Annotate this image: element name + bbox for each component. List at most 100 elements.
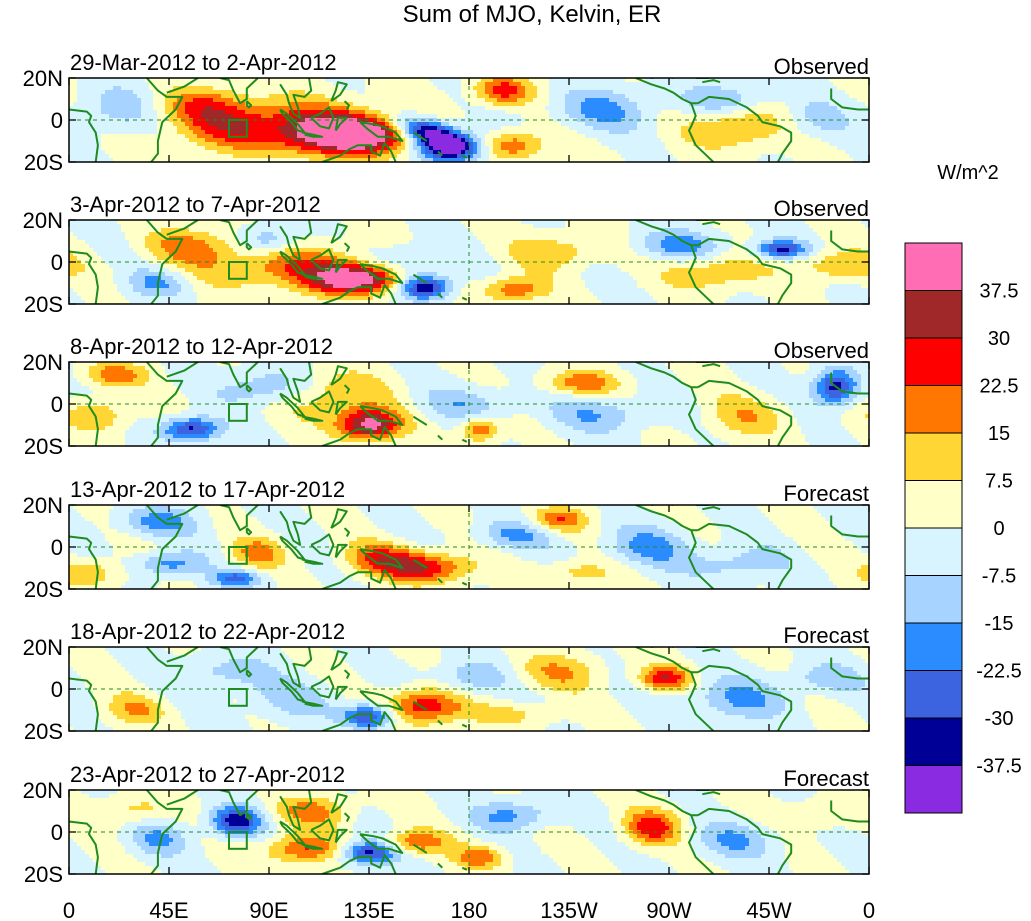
field-cell (161, 264, 178, 269)
field-cell (501, 288, 534, 293)
field-cell (149, 687, 258, 692)
field-cell (601, 798, 670, 803)
field-cell (217, 810, 230, 815)
field-cell (849, 122, 869, 127)
field-cell (669, 366, 730, 371)
field-cell (217, 565, 242, 570)
field-cell (545, 362, 618, 367)
field-cell (213, 806, 226, 811)
field-cell (401, 858, 426, 863)
field-cell (725, 711, 782, 716)
field-cell (449, 292, 462, 297)
field-cell (501, 533, 534, 538)
field-cell (229, 422, 270, 427)
field-cell (729, 248, 746, 253)
field-cell (357, 256, 378, 261)
field-cell (813, 505, 869, 510)
field-cell (177, 292, 198, 297)
field-cell (545, 826, 574, 831)
field-cell (517, 675, 534, 680)
field-cell (593, 790, 658, 795)
field-cell (213, 106, 238, 111)
field-cell (445, 537, 474, 542)
field-cell (521, 82, 534, 87)
field-cell (409, 394, 430, 399)
field-cell (833, 82, 869, 87)
field-cell (317, 577, 354, 582)
field-cell (797, 248, 806, 253)
field-cell (429, 667, 458, 672)
field-cell (377, 142, 386, 147)
field-cell (661, 244, 702, 249)
coastline (437, 292, 443, 299)
field-cell (377, 715, 386, 720)
field-cell (141, 529, 198, 534)
coastline (69, 535, 99, 589)
field-cell (553, 284, 586, 289)
field-cell (689, 434, 714, 439)
field-cell (377, 525, 434, 530)
coastline (359, 548, 404, 569)
anomaly-field (69, 78, 869, 162)
field-cell (393, 268, 406, 273)
field-cell (529, 671, 546, 676)
field-cell (785, 842, 822, 847)
field-cell (489, 150, 494, 155)
field-cell (497, 842, 538, 847)
field-cell (317, 276, 374, 281)
field-cell (201, 110, 226, 115)
field-cell (245, 806, 258, 811)
field-cell (297, 122, 374, 127)
field-cell (341, 854, 346, 859)
field-cell (301, 390, 326, 395)
field-cell (517, 138, 542, 143)
field-cell (341, 655, 398, 660)
field-cell (69, 533, 106, 538)
field-cell (69, 581, 98, 586)
field-cell (445, 280, 454, 285)
field-cell (533, 655, 566, 660)
field-cell (225, 110, 246, 115)
coastline (359, 263, 404, 284)
field-cell (193, 581, 210, 586)
field-cell (385, 565, 430, 570)
field-cell (345, 426, 354, 431)
field-cell (97, 581, 126, 586)
field-cell (193, 651, 286, 656)
field-cell (285, 818, 302, 823)
x-tick-label: 135E (343, 898, 394, 921)
field-cell (401, 854, 414, 859)
coastline (702, 221, 721, 226)
field-cell (217, 256, 278, 261)
field-cell (77, 509, 110, 514)
field-cell (789, 248, 798, 253)
field-cell (69, 711, 98, 716)
field-cell (345, 790, 358, 795)
field-cell (433, 798, 602, 803)
field-cell (173, 106, 186, 111)
field-cell (225, 240, 242, 245)
field-cell (401, 842, 410, 847)
field-cell (409, 545, 490, 550)
field-cell (377, 723, 386, 728)
field-cell (233, 248, 286, 253)
field-cell (605, 659, 626, 664)
field-cell (389, 850, 398, 855)
colorbar-swatch (904, 432, 963, 481)
field-cell (661, 513, 706, 518)
field-cell (261, 521, 318, 526)
field-cell (749, 382, 810, 387)
field-cell (533, 374, 558, 379)
field-cell (473, 232, 630, 237)
field-cell (813, 378, 822, 383)
field-cell (493, 296, 534, 301)
field-cell (497, 366, 542, 371)
field-cell (69, 398, 190, 403)
field-cell (177, 114, 190, 119)
field-cell (701, 830, 726, 835)
field-cell (817, 561, 869, 566)
field-cell (209, 414, 266, 419)
field-cell (297, 663, 350, 668)
field-cell (489, 154, 498, 159)
coastline (69, 677, 99, 731)
